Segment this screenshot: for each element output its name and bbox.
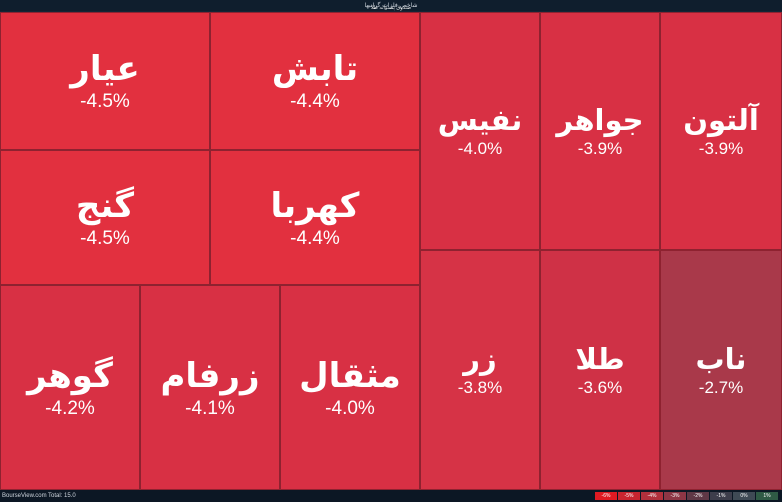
footer-brand[interactable]: BourseView.com	[2, 493, 47, 499]
footer-bar: BourseView.com Total: 15.0 -6% -5% -4% -…	[0, 490, 782, 502]
header-title: شاخص فلزات گرانبها	[0, 0, 782, 11]
tile-name: زر	[463, 342, 497, 376]
tile-name: کهربا	[270, 185, 360, 226]
header-subtitle: صندوق پشتوانه طلا	[370, 5, 412, 11]
footer-total: Total: 15.0	[48, 493, 76, 499]
tile-change: -4.4%	[290, 227, 340, 249]
color-legend: -6% -5% -4% -3% -2% -1% 0% 1%	[595, 492, 778, 500]
tile-zar[interactable]: زر -3.8%	[420, 250, 540, 490]
tile-change: -4.0%	[325, 397, 375, 419]
tile-ayar[interactable]: عیار -4.5%	[0, 12, 210, 150]
tile-change: -4.0%	[457, 139, 503, 158]
tile-change: -4.4%	[290, 91, 340, 112]
tile-nab[interactable]: ناب -2.7%	[660, 250, 782, 490]
tile-change: -4.5%	[80, 227, 130, 249]
tile-name: عیار	[70, 49, 140, 89]
legend-swatch: -3%	[664, 492, 686, 500]
tile-gohar[interactable]: گوهر -4.2%	[0, 285, 140, 490]
legend-swatch: 0%	[733, 492, 755, 500]
tile-alton[interactable]: آلتون -3.9%	[660, 12, 782, 250]
tile-zarfam[interactable]: زرفام -4.1%	[140, 285, 280, 490]
tile-tala[interactable]: طلا -3.6%	[540, 250, 660, 490]
tile-name: تابش	[271, 49, 359, 89]
tile-name: زرفام	[160, 355, 260, 396]
legend-swatch: 1%	[756, 492, 778, 500]
tile-name: گنج	[75, 185, 135, 226]
legend-swatch: -4%	[641, 492, 663, 500]
legend-swatch: -5%	[618, 492, 640, 500]
tile-name: مثقال	[299, 355, 401, 396]
tile-change: -4.2%	[45, 397, 95, 419]
tile-tabesh[interactable]: تابش -4.4%	[210, 12, 420, 150]
tile-mesghal[interactable]: مثقال -4.0%	[280, 285, 420, 490]
tile-name: آلتون	[683, 103, 759, 137]
legend-swatch: -6%	[595, 492, 617, 500]
tile-name: ناب	[695, 342, 747, 376]
tile-change: -3.6%	[577, 378, 623, 397]
tile-name: گوهر	[27, 355, 113, 396]
tile-kahroba[interactable]: کهربا -4.4%	[210, 150, 420, 285]
tile-change: -3.9%	[577, 139, 623, 158]
tile-name: نفیس	[437, 103, 523, 137]
tile-ganj[interactable]: گنج -4.5%	[0, 150, 210, 285]
tile-javaher[interactable]: جواهر -3.9%	[540, 12, 660, 250]
tile-name: طلا	[575, 342, 625, 376]
tile-change: -4.1%	[185, 397, 235, 419]
tile-change: -3.9%	[698, 139, 744, 158]
tile-change: -2.7%	[698, 378, 744, 397]
legend-swatch: -1%	[710, 492, 732, 500]
tile-name: جواهر	[556, 103, 644, 137]
tile-nafis[interactable]: نفیس -4.0%	[420, 12, 540, 250]
legend-swatch: -2%	[687, 492, 709, 500]
tile-change: -3.8%	[457, 378, 503, 397]
tile-change: -4.5%	[80, 91, 130, 112]
